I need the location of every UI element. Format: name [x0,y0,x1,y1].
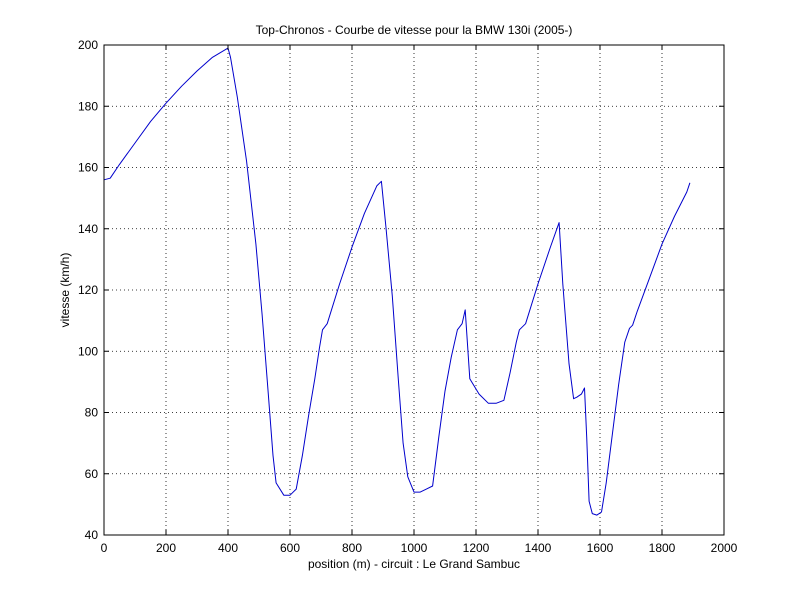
chart-title: Top-Chronos - Courbe de vitesse pour la … [256,23,573,37]
y-tick-label: 200 [78,38,98,52]
y-tick-label: 180 [78,99,98,113]
series-layer [103,47,691,516]
ticks [103,44,725,536]
x-tick-label: 1000 [401,541,428,555]
x-tick-label: 2000 [711,541,738,555]
x-tick-label: 400 [218,541,238,555]
x-tick-label: 1800 [649,541,676,555]
speed-series-line [103,47,691,516]
y-axis-label: vitesse (km/h) [58,253,72,328]
y-tick-label: 140 [78,222,98,236]
x-tick-label: 600 [280,541,300,555]
tick-labels: 0 200 400 600 800 1000 1200 1400 1600 1800 2000 40 6… [78,38,738,555]
x-tick-label: 1600 [587,541,614,555]
x-tick-label: 800 [342,541,362,555]
y-tick-label: 100 [78,344,98,358]
x-tick-label: 1400 [525,541,552,555]
y-tick-label: 40 [85,528,99,542]
y-tick-label: 80 [85,406,99,420]
grid [104,45,724,535]
y-tick-label: 120 [78,283,98,297]
y-tick-label: 160 [78,161,98,175]
x-tick-label: 0 [101,541,108,555]
y-tick-label: 60 [85,467,99,481]
x-tick-label: 1200 [463,541,490,555]
x-axis-label: position (m) - circuit : Le Grand Sambuc [308,557,520,571]
x-tick-label: 200 [156,541,176,555]
